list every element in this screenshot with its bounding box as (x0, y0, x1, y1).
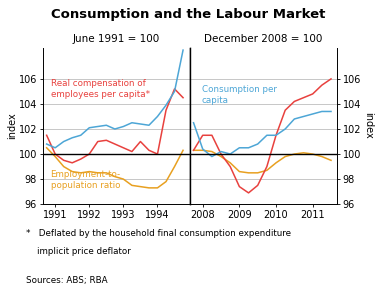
Text: Employment-to-
population ratio: Employment-to- population ratio (50, 170, 121, 190)
Text: implicit price deflator: implicit price deflator (26, 247, 131, 256)
Title: June 1991 = 100: June 1991 = 100 (73, 34, 160, 44)
Text: Real compensation of
employees per capita*: Real compensation of employees per capit… (50, 79, 150, 99)
Y-axis label: index: index (363, 112, 373, 139)
Text: Consumption and the Labour Market: Consumption and the Labour Market (51, 8, 325, 21)
Text: Sources: ABS; RBA: Sources: ABS; RBA (26, 276, 108, 285)
Text: *   Deflated by the household final consumption expenditure: * Deflated by the household final consum… (26, 229, 291, 238)
Title: December 2008 = 100: December 2008 = 100 (204, 34, 322, 44)
Text: Consumption per
capita: Consumption per capita (202, 85, 277, 105)
Y-axis label: index: index (7, 112, 17, 139)
